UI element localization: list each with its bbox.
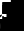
Text: 0.6: 0.6 [20,8,24,31]
Text: B) Reduction of the percentage of painful joints.: B) Reduction of the percentage of painfu… [1,16,24,31]
Text: 0.6: 0.6 [20,0,24,24]
Text: Figure 1: Figure 1 [1,1,24,31]
Text: Dose mg/kg of body weight: Dose mg/kg of body weight [16,4,24,27]
Text: 0.4: 0.4 [20,0,24,22]
Text: Dose mg/kg of body weight: Dose mg/kg of body weight [16,18,24,31]
Text: 0.8: 0.8 [20,9,24,31]
Text: 0.2: 0.2 [20,5,24,31]
Text: 0.8: 0.8 [20,0,24,25]
Text: Time (weeks): Time (weeks) [0,14,24,31]
Text: 0.2: 0.2 [20,0,24,21]
Text: 0.4: 0.4 [20,6,24,31]
Text: A) Reduction of the percentage of swollen joints.: A) Reduction of the percentage of swolle… [1,2,24,31]
Text: Time (weeks): Time (weeks) [0,29,24,31]
